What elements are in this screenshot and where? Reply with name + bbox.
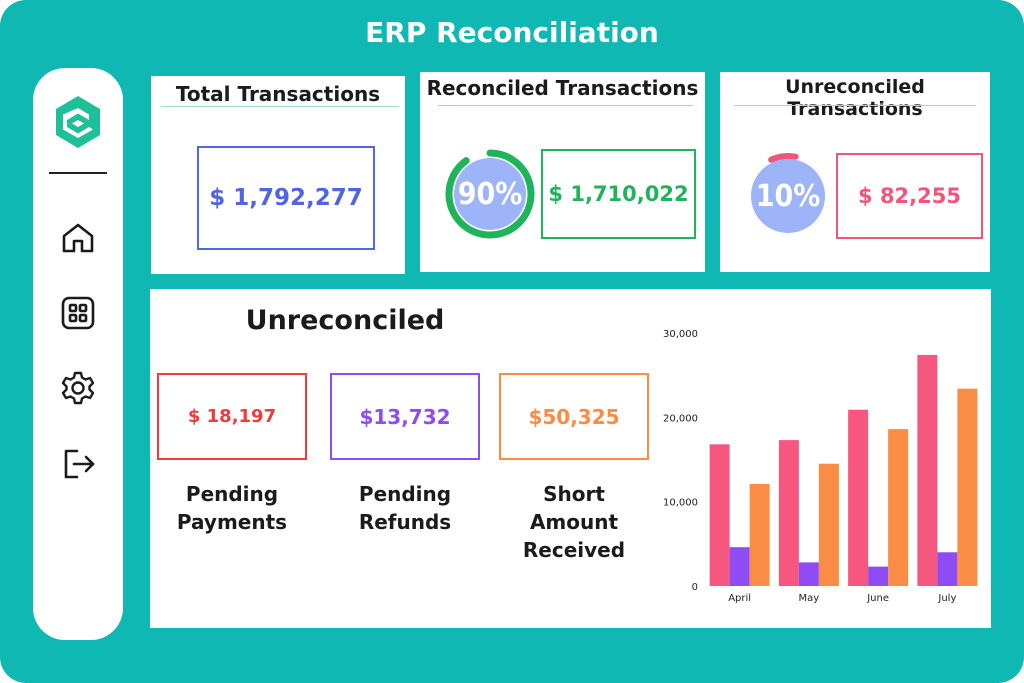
bar-june-2	[868, 566, 889, 586]
x-tick-label: May	[799, 593, 820, 604]
short-amount-box: $50,325	[499, 373, 649, 460]
short-amount-label-line1: Short Amount	[529, 482, 619, 534]
bar-april-1	[709, 444, 730, 586]
total-transactions-title: Total Transactions	[175, 82, 381, 106]
bar-april-2	[729, 547, 750, 586]
bar-july-2	[937, 552, 958, 586]
reconciled-transactions-card: Reconciled Transactions 90% $ 1,710,022	[420, 72, 705, 272]
unreconciled-progress-arc	[746, 153, 830, 238]
cube-logo-icon	[56, 96, 100, 148]
title-underline	[161, 106, 399, 107]
reconciled-percent-ring: 90%	[445, 149, 535, 239]
unreconciled-percent: 10%	[756, 179, 821, 214]
x-tick-label: June	[866, 593, 889, 604]
unreconciled-bar-chart: 0 10,000 20,000 30,000 April May June July	[663, 329, 978, 604]
logout-icon[interactable]	[60, 446, 96, 482]
bar-may-3	[818, 463, 839, 586]
reconciled-transactions-title: Reconciled Transactions	[426, 76, 699, 100]
unreconciled-value-box: $ 82,255	[836, 153, 983, 239]
pending-payments-label-line1: Pending	[185, 482, 279, 506]
reconciled-progress-arc	[445, 149, 535, 239]
pending-refunds-label-line2: Refunds	[358, 510, 452, 534]
total-value-box: $ 1,792,277	[197, 146, 375, 250]
unreconciled-percent-ring: 10%	[746, 153, 830, 238]
unreconciled-breakdown-panel: Unreconciled $ 18,197 $13,732 $50,325 Pe…	[150, 289, 991, 628]
bar-may-2	[798, 562, 819, 586]
bar-july-3	[957, 388, 978, 586]
pending-payments-label-line2: Payments	[176, 510, 288, 534]
pending-refunds-box: $13,732	[330, 373, 480, 460]
bar-may-1	[778, 440, 799, 586]
y-tick-label: 30,000	[663, 329, 698, 340]
bar-april-3	[749, 483, 770, 586]
reconciled-value-box: $ 1,710,022	[541, 149, 696, 239]
x-tick-label: April	[728, 593, 751, 604]
home-icon[interactable]	[60, 220, 96, 256]
y-tick-label: 10,000	[663, 498, 698, 509]
grid-icon[interactable]	[60, 295, 96, 331]
pending-payments-label: Pending Payments	[157, 480, 307, 536]
total-transactions-card: Total Transactions $ 1,792,277	[151, 76, 405, 274]
reconciled-percent: 90%	[458, 177, 523, 212]
pending-refunds-label: Pending Refunds	[330, 480, 480, 536]
title-underline	[438, 105, 693, 106]
unreconciled-transactions-title: Unreconciled Transactions	[785, 76, 925, 120]
bar-june-3	[888, 429, 909, 586]
pending-refunds-label-line1: Pending	[358, 482, 452, 506]
bar-july-1	[917, 354, 938, 586]
pending-payments-box: $ 18,197	[157, 373, 307, 460]
x-tick-label: July	[937, 593, 956, 604]
app-title: ERP Reconciliation	[365, 16, 659, 49]
gear-icon[interactable]	[60, 370, 96, 406]
unreconciled-section-title: Unreconciled	[245, 305, 445, 336]
sidebar	[33, 68, 123, 640]
sidebar-divider	[49, 172, 107, 174]
bar-june-1	[848, 409, 869, 586]
title-underline	[734, 105, 976, 106]
y-tick-label: 0	[692, 582, 698, 593]
short-amount-label-line2: Received	[522, 538, 626, 562]
short-amount-label: Short Amount Received	[496, 480, 652, 564]
unreconciled-transactions-card: Unreconciled Transactions 10% $ 82,255	[720, 72, 990, 272]
y-tick-label: 20,000	[663, 413, 698, 424]
